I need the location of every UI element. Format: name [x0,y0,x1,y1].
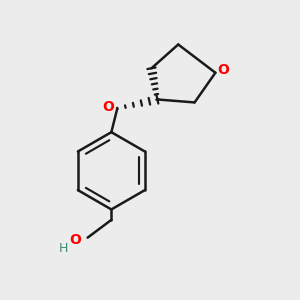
Text: O: O [69,233,81,247]
Text: O: O [102,100,114,114]
Text: O: O [217,63,229,77]
Text: H: H [58,242,68,255]
